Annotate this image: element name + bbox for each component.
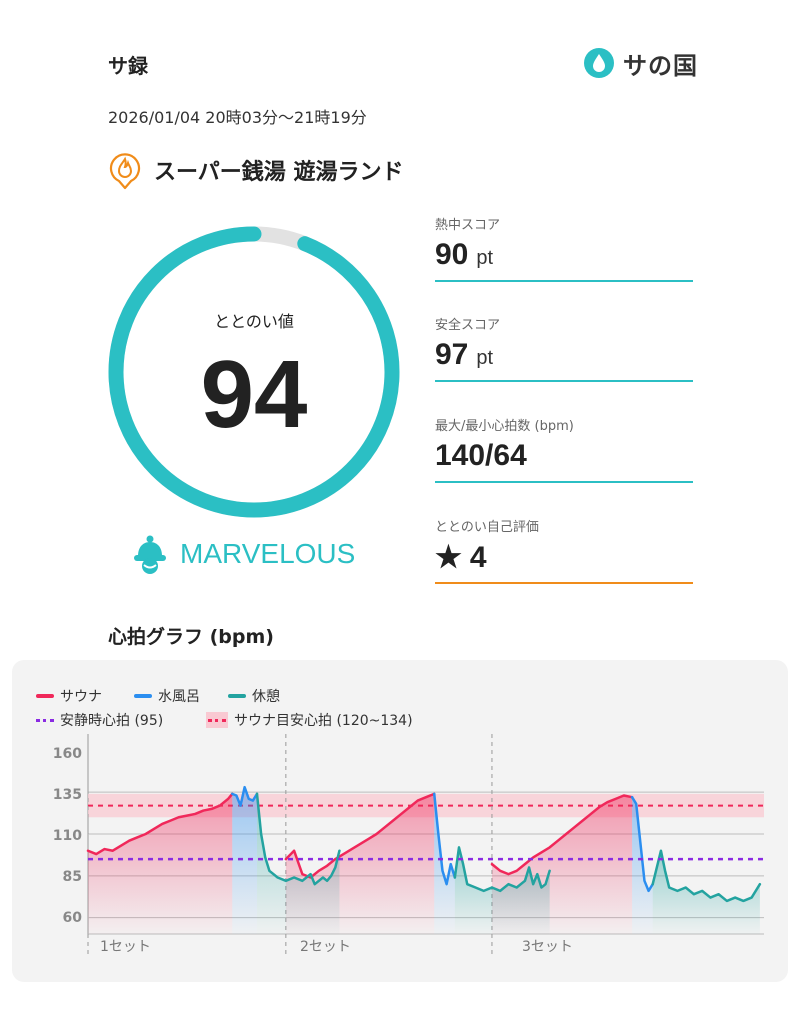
legend-swatch xyxy=(206,712,228,728)
divider xyxy=(435,280,693,282)
legend-label: 水風呂 xyxy=(158,689,200,705)
app-logo: サの国 xyxy=(583,46,698,80)
series-line xyxy=(86,792,234,856)
set-label: 3セット xyxy=(522,939,573,955)
y-tick-label: 85 xyxy=(62,869,82,885)
stat-label: 最大/最小心拍数 (bpm) xyxy=(435,419,574,434)
divider xyxy=(435,582,693,584)
stat-label: 安全スコア xyxy=(435,318,501,333)
series-line xyxy=(651,849,762,903)
session-datetime: 2026/01/04 20時03分〜21時19分 xyxy=(108,108,367,127)
legend-sauna: サウナ xyxy=(36,686,102,706)
legend-swatch xyxy=(36,694,54,698)
series-line xyxy=(231,785,259,807)
series-line xyxy=(453,846,551,893)
legend-resting-hr: 安静時心拍 (95) xyxy=(36,710,163,730)
legend-swatch xyxy=(228,694,246,698)
stat-value: 90 xyxy=(435,238,469,271)
legend-label: 安静時心拍 (95) xyxy=(60,713,164,729)
series-area xyxy=(232,787,257,934)
legend-water: 水風呂 xyxy=(134,686,200,706)
legend-label: サウナ目安心拍 (120~134) xyxy=(234,713,413,729)
ring-progress xyxy=(108,226,400,518)
stat-self-rating: ととのい自己評価 ★ 4 xyxy=(435,516,693,612)
legend-rest: 休憩 xyxy=(228,686,280,706)
legend-label: 休憩 xyxy=(252,689,280,705)
rating-row: MARVELOUS xyxy=(132,532,355,576)
stat-value: 140/64 xyxy=(435,439,527,472)
graph-title: 心拍グラフ (bpm) xyxy=(108,626,274,648)
y-tick-label: 160 xyxy=(52,746,82,762)
series-area xyxy=(434,793,455,934)
stat-heat-score: 熱中スコア 90 pt xyxy=(435,214,693,310)
divider xyxy=(435,481,693,483)
heart-rate-graph-panel: サウナ 水風呂 休憩 安静時心拍 (95) サウナ目安心拍 (120~134) … xyxy=(12,660,788,982)
heart-rate-chart xyxy=(86,734,764,954)
sauna-hat-icon xyxy=(134,535,166,574)
stat-unit: pt xyxy=(476,347,494,369)
series-area xyxy=(652,850,760,934)
legend-swatch xyxy=(36,718,54,722)
series-line xyxy=(284,792,436,879)
water-drop-icon xyxy=(584,48,614,78)
y-tick-label: 60 xyxy=(62,910,82,926)
totonoi-score-ring xyxy=(104,222,404,522)
set-label: 1セット xyxy=(100,939,151,955)
page-title: サ録 xyxy=(108,54,148,78)
stat-value: 97 xyxy=(435,338,469,371)
score-label: ととのい値 xyxy=(214,312,294,331)
divider xyxy=(435,380,693,382)
facility-name: スーパー銭湯 遊湯ランド xyxy=(154,160,404,185)
star-icon: ★ xyxy=(435,541,462,574)
y-tick-label: 110 xyxy=(52,828,82,844)
fire-location-icon xyxy=(109,153,141,190)
series-line xyxy=(432,792,457,886)
logo-text: サの国 xyxy=(623,51,698,80)
series-line xyxy=(490,794,634,876)
stat-label: 熱中スコア xyxy=(435,218,501,233)
stat-heart-rate: 最大/最小心拍数 (bpm) 140/64 xyxy=(435,415,693,511)
stat-unit: pt xyxy=(476,247,494,269)
legend-sauna-target: サウナ目安心拍 (120~134) xyxy=(206,710,413,730)
score-value: 94 xyxy=(200,341,308,448)
series-line xyxy=(630,795,654,893)
stat-safety-score: 安全スコア 97 pt xyxy=(435,314,693,410)
stat-value: 4 xyxy=(469,541,487,574)
legend-swatch xyxy=(134,694,152,698)
rating-text: MARVELOUS xyxy=(180,538,356,569)
y-tick-label: 135 xyxy=(52,787,82,803)
series-area xyxy=(88,793,233,934)
legend-label: サウナ xyxy=(60,689,102,705)
stat-label: ととのい自己評価 xyxy=(435,520,539,535)
set-label: 2セット xyxy=(300,939,351,955)
series-area xyxy=(257,793,340,934)
series-line xyxy=(255,792,341,886)
facility-row[interactable]: スーパー銭湯 遊湯ランド xyxy=(108,150,403,190)
